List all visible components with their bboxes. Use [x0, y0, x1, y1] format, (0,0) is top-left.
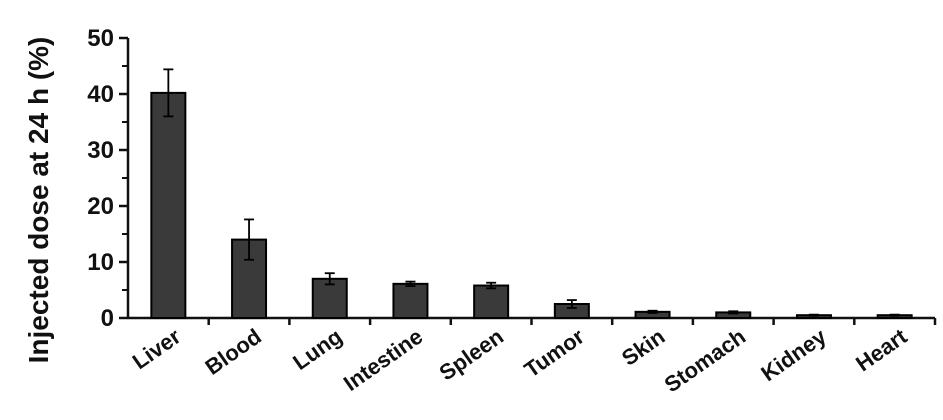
bar-liver [150, 91, 187, 319]
y-tick-label: 40 [87, 81, 114, 108]
bar-spleen [473, 284, 510, 319]
category-label-intestine: Intestine [339, 324, 427, 396]
category-label-spleen: Spleen [435, 324, 508, 386]
y-tick-label: 0 [101, 305, 114, 332]
y-axis-label: Injected dose at 24 h (%) [23, 37, 54, 364]
y-tick-label: 20 [87, 193, 114, 220]
category-label-stomach: Stomach [660, 324, 750, 398]
category-label-tumor: Tumor [520, 323, 589, 382]
error-bars [163, 68, 900, 317]
y-tick-label: 30 [87, 137, 114, 164]
category-label-liver: Liver [128, 323, 186, 374]
category-label-kidney: Kidney [756, 323, 831, 386]
x-axis [128, 316, 937, 325]
bars [150, 91, 913, 320]
y-axis: 0 10 20 30 40 50 [87, 25, 130, 332]
y-tick-label: 10 [87, 249, 114, 276]
category-label-blood: Blood [201, 324, 266, 380]
category-label-heart: Heart [851, 323, 912, 376]
bar-lung [311, 277, 348, 319]
y-tick-label: 50 [87, 25, 114, 52]
category-label-skin: Skin [617, 324, 669, 371]
category-label-lung: Lung [288, 324, 346, 375]
bar-intestine [392, 282, 429, 319]
